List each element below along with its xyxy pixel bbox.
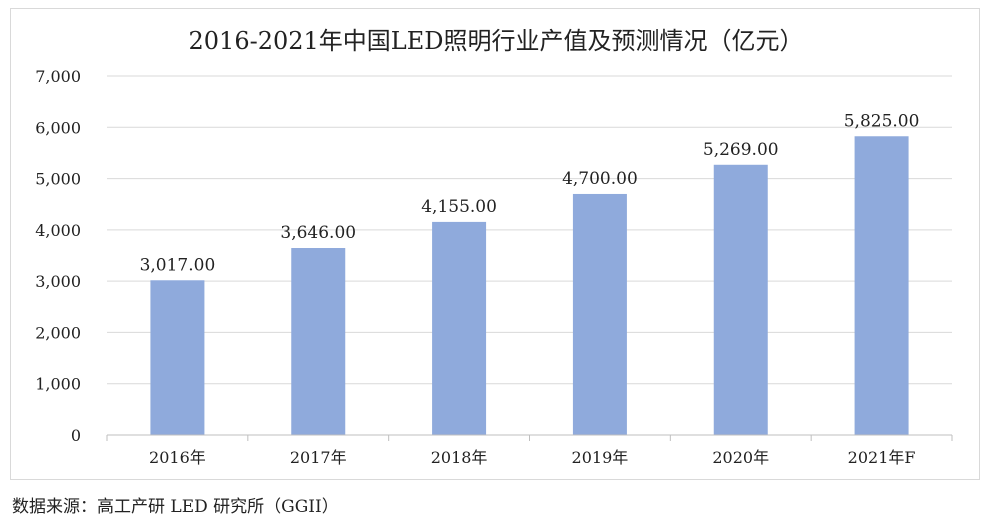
bar xyxy=(432,221,487,435)
data-label: 3,646.00 xyxy=(280,223,356,243)
y-tick-label: 5,000 xyxy=(35,170,81,189)
x-tick-label: 2017年 xyxy=(290,448,347,467)
gridlines xyxy=(107,75,952,385)
data-label: 5,269.00 xyxy=(703,140,779,160)
y-tick-label: 2,000 xyxy=(35,323,81,342)
data-label: 3,017.00 xyxy=(140,255,216,275)
data-label: 4,700.00 xyxy=(562,169,638,189)
y-tick-label: 0 xyxy=(71,426,81,445)
x-tick-label: 2016年 xyxy=(149,448,206,467)
bar xyxy=(854,136,909,435)
bar xyxy=(291,248,346,435)
x-tick-label: 2019年 xyxy=(572,448,629,467)
x-axis-tick-labels: 2016年 2017年 2018年 2019年 2020年 2021年F xyxy=(106,435,953,467)
bars xyxy=(150,136,909,435)
bar xyxy=(713,164,768,435)
chart-frame: 2016-2021年中国LED照明行业产值及预测情况（亿元） 0 1,000 2,0… xyxy=(10,8,980,480)
y-axis-tick-labels: 0 1,000 2,000 3,000 4,000 5,000 6,000 7,000 xyxy=(35,67,81,445)
y-tick-label: 1,000 xyxy=(35,375,81,394)
bar xyxy=(572,193,627,435)
chart-title: 2016-2021年中国LED照明行业产值及预测情况（亿元） xyxy=(189,27,804,55)
y-tick-label: 4,000 xyxy=(35,221,81,240)
y-tick-label: 6,000 xyxy=(35,118,81,137)
y-tick-label: 7,000 xyxy=(35,67,81,86)
x-tick-label: 2021年F xyxy=(848,448,916,467)
y-tick-label: 3,000 xyxy=(35,272,81,291)
source-note: 数据来源：高工产研 LED 研究所（GGII） xyxy=(12,497,339,517)
data-label: 4,155.00 xyxy=(421,197,497,217)
data-label: 5,825.00 xyxy=(844,111,920,131)
bar xyxy=(150,280,205,435)
data-labels: 3,017.00 3,646.00 4,155.00 4,700.00 5,269.00… xyxy=(140,111,920,275)
x-tick-label: 2020年 xyxy=(712,448,769,467)
x-tick-label: 2018年 xyxy=(431,448,488,467)
bar-chart: 2016-2021年中国LED照明行业产值及预测情况（亿元） 0 1,000 2,0… xyxy=(35,27,953,467)
